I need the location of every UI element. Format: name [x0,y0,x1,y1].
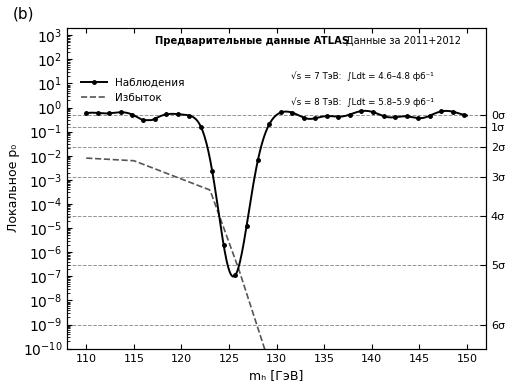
Line: Избыток: Избыток [86,158,467,389]
Наблюдения [359,109,365,113]
Наблюдения [230,274,236,279]
Y-axis label: Локальное p₀: Локальное p₀ [7,144,20,232]
Наблюдения [361,109,367,113]
Text: √s = 7 ТэВ:  ∫Ldt = 4.6–4.8 фб⁻¹: √s = 7 ТэВ: ∫Ldt = 4.6–4.8 фб⁻¹ [291,71,434,81]
Избыток [207,189,214,193]
Text: √s = 8 ТэВ:  ∫Ldt = 5.8–5.9 фб⁻¹: √s = 8 ТэВ: ∫Ldt = 5.8–5.9 фб⁻¹ [291,97,434,107]
Наблюдения [83,111,89,116]
Text: (b): (b) [13,7,34,21]
Наблюдения [235,267,241,272]
Text: Предварительные данные ATLAS: Предварительные данные ATLAS [155,36,349,46]
Наблюдения [129,112,135,117]
Избыток [129,158,135,163]
Text: Данные за 2011+2012: Данные за 2011+2012 [346,36,461,46]
Line: Наблюдения: Наблюдения [84,109,469,278]
X-axis label: mₕ [ГэВ]: mₕ [ГэВ] [249,369,304,382]
Наблюдения [362,109,368,113]
Legend: Наблюдения, Избыток: Наблюдения, Избыток [77,73,189,107]
Избыток [234,262,240,267]
Наблюдения [464,113,470,118]
Избыток [83,156,89,160]
Наблюдения [207,158,214,163]
Наблюдения [324,114,330,118]
